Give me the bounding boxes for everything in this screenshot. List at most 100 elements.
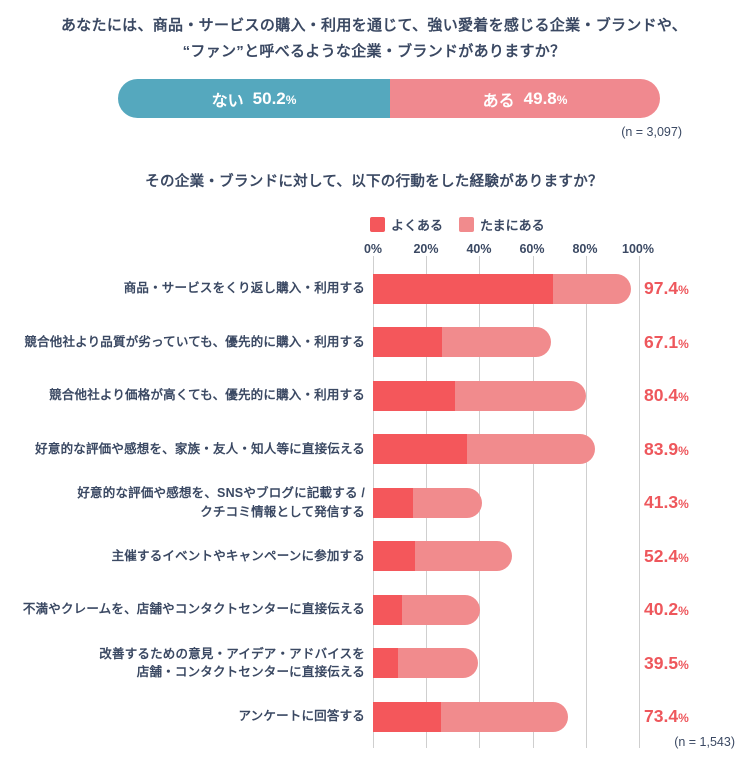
bar-rows: 商品・サービスをくり返し購入・利用する 97.4% 競合他社より品質が劣っていて… [0,262,748,744]
axis-tick: 80% [572,242,598,256]
pct-unit: % [678,497,689,512]
bar-segment-often [373,701,441,732]
legend-item-tamaniaru: たまにある [459,215,545,234]
pct-value: 97.4 [644,278,679,299]
q2-sample-size: (n = 1,543) [674,735,735,749]
legend-label-yokuaru: よくある [391,218,444,233]
row-label: 商品・サービスをくり返し購入・利用する [123,281,365,296]
question2-title: その企業・ブランドに対して、以下の行動をした経験がありますか？ [145,174,603,190]
bar-track [373,541,638,572]
q1-segment-nai-label: ない [211,92,244,110]
bar-row: 不満やクレームを、店舗やコンタクトセンターに直接伝える 40.2% [0,583,748,637]
row-label: 競合他社より価格が高くても、優先的に購入・利用する [49,388,365,403]
row-label: 好意的な評価や感想を、SNSやブログに記載する / クチコミ情報として発信する [77,486,365,519]
bar-row: 主催するイベントやキャンペーンに参加する 52.4% [0,530,748,584]
question1-title: あなたには、商品・サービスの購入・利用を通じて、強い愛着を感じる企業・ブランドや… [60,17,688,60]
pct-unit: % [678,550,689,565]
bar-track [373,594,638,625]
bar-track [373,327,638,358]
bar [373,434,596,465]
bar-row: アンケートに回答する 73.4% [0,690,748,744]
q1-segment-nai: ない 50.2% [118,79,391,118]
pct-label: 80.4% [644,385,689,406]
bar-segment-often [373,273,554,304]
axis-tick: 60% [519,242,545,256]
pct-label: 67.1% [644,332,689,353]
bar [373,327,551,358]
bar-track [373,487,638,518]
bar-segment-often [373,434,468,465]
pct-value: 41.3 [644,492,679,513]
pct-unit: % [678,390,689,405]
bar-row: 好意的な評価や感想を、家族・友人・知人等に直接伝える 83.9% [0,423,748,477]
pct-value: 39.5 [644,652,679,673]
q1-segment-aru-value: 49.8% [523,88,568,108]
pct-unit: % [678,283,689,298]
grid-line [639,256,640,748]
pct-unit: % [678,711,689,726]
row-label: 主催するイベントやキャンペーンに参加する [111,548,365,563]
bar-segment-often [373,648,399,679]
x-axis: 0% 20% 40% 60% 80% 100% [364,242,654,260]
legend: よくある たまにある [370,215,748,234]
axis-tick: 0% [363,242,383,256]
pct-label: 83.9% [644,439,689,460]
pct-unit: % [678,443,689,458]
bar-segment-often [373,327,442,358]
pct-value: 73.4 [644,706,679,727]
pct-label: 41.3% [644,492,689,513]
grid-line [585,256,587,748]
row-label: 競合他社より品質が劣っていても、優先的に購入・利用する [24,334,365,349]
q1-stacked-bar: ない 50.2% ある 49.8% [118,79,660,118]
q1-segment-nai-value: 50.2% [252,88,297,108]
bar [373,594,480,625]
pct-unit: % [678,604,689,619]
row-label: 改善するための意見・アイデア・アドバイスを 店舗・コンタクトセンターに直接伝える [99,646,365,680]
pct-value: 40.2 [644,599,679,620]
grid-line [532,256,534,748]
bar-track [373,648,638,679]
pct-value: 80.4 [644,385,679,406]
pct-value: 52.4 [644,545,679,566]
q1-segment-aru: ある 49.8% [390,79,660,118]
bar [373,487,483,518]
pct-value: 67.1 [644,331,679,352]
bar-row: 好意的な評価や感想を、SNSやブログに記載する / クチコミ情報として発信する … [0,476,748,530]
bar-row: 競合他社より品質が劣っていても、優先的に購入・利用する 67.1% [0,316,748,370]
q1-segment-aru-label: ある [482,92,515,110]
legend-item-yokuaru: よくある [370,215,443,234]
pct-unit: % [678,336,689,351]
bar-track [373,434,638,465]
bar-track [373,273,638,304]
axis-tick: 100% [622,242,654,256]
pct-label: 73.4% [644,706,689,727]
pct-label: 52.4% [644,546,689,567]
row-label: アンケートに回答する [238,709,365,724]
bar-row: 商品・サービスをくり返し購入・利用する 97.4% [0,262,748,316]
pct-unit: % [678,657,689,672]
bar-track [373,701,638,732]
legend-swatch-yokuaru [370,217,385,232]
pct-label: 97.4% [644,278,689,299]
bar-row: 改善するための意見・アイデア・アドバイスを 店舗・コンタクトセンターに直接伝える… [0,637,748,691]
bar [373,541,512,572]
bar [373,701,568,732]
bar-row: 競合他社より価格が高くても、優先的に購入・利用する 80.4% [0,369,748,423]
bar [373,273,632,304]
axis-tick: 20% [413,242,439,256]
bar-segment-often [373,541,416,572]
row-label: 好意的な評価や感想を、家族・友人・知人等に直接伝える [35,441,365,456]
legend-label-tamaniaru: たまにある [480,218,545,233]
pct-label: 40.2% [644,599,689,620]
bar-segment-often [373,594,403,625]
bar-segment-often [373,380,456,411]
chart-body: 商品・サービスをくり返し購入・利用する 97.4% 競合他社より品質が劣っていて… [0,256,748,748]
bar [373,380,587,411]
bar-segment-often [373,487,413,518]
legend-swatch-tamaniaru [459,217,475,232]
q1-sample-size: (n = 3,097) [621,125,682,139]
bar [373,648,478,679]
bar-track [373,380,638,411]
axis-tick: 40% [466,242,492,256]
